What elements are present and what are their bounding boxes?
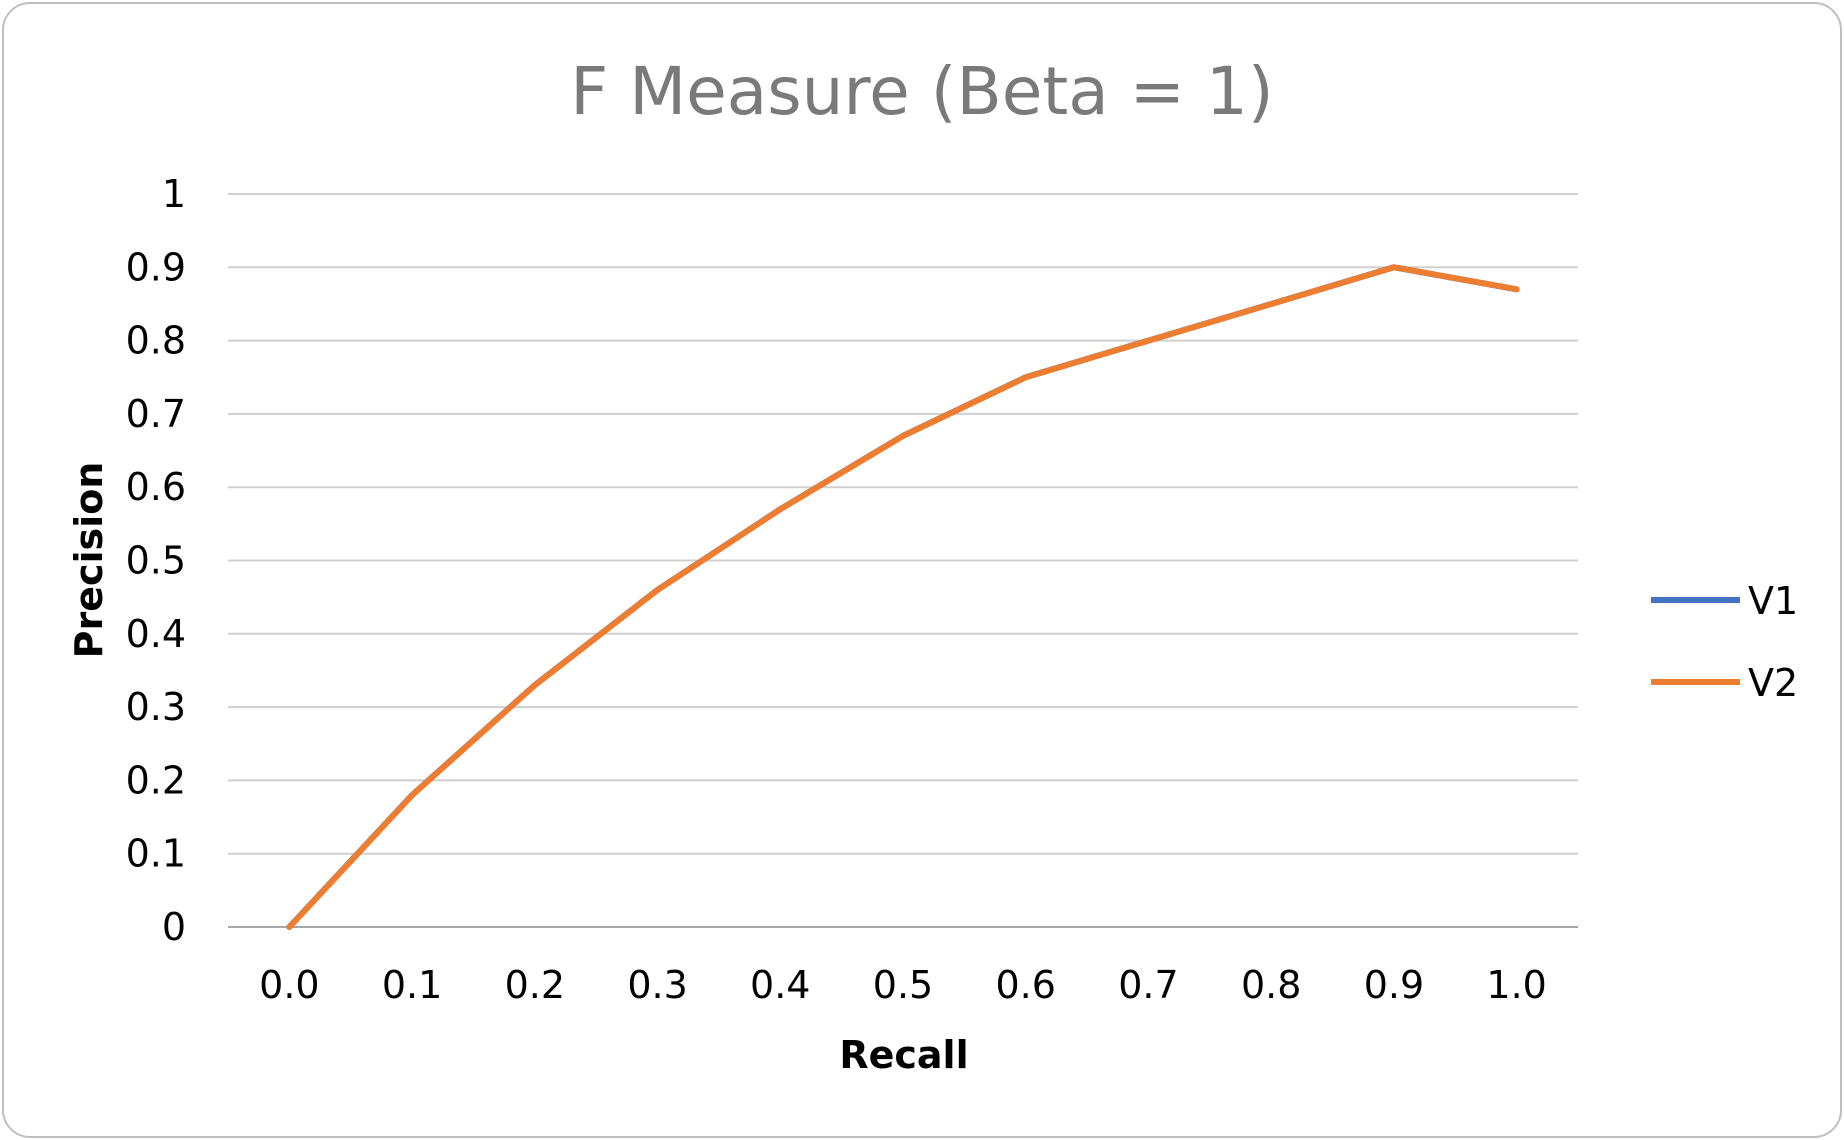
x-tick-label: 0.8 — [1241, 963, 1301, 1007]
y-tick-label: 0.2 — [126, 758, 186, 802]
x-tick-label: 0.7 — [1118, 963, 1178, 1007]
y-tick-label: 0.3 — [126, 685, 186, 729]
legend-label-v1: V1 — [1748, 579, 1798, 623]
x-tick-label: 0.6 — [996, 963, 1056, 1007]
y-tick-label: 0.7 — [126, 392, 186, 436]
y-tick-label: 0.5 — [126, 539, 186, 583]
x-tick-label: 0.1 — [382, 963, 442, 1007]
y-tick-label: 0 — [162, 905, 186, 949]
y-tick-label: 0.1 — [126, 832, 186, 876]
series-lines — [286, 264, 1520, 930]
x-tick-label: 0.9 — [1364, 963, 1424, 1007]
y-tick-label: 0.8 — [126, 319, 186, 363]
x-tick-label: 0.2 — [505, 963, 565, 1007]
gridlines — [228, 193, 1578, 928]
series-line-v1 — [286, 264, 1520, 930]
y-tick-label: 0.9 — [126, 245, 186, 289]
legend-label-v2: V2 — [1748, 661, 1798, 705]
chart-title: F Measure (Beta = 1) — [570, 53, 1273, 130]
x-axis-ticks: 0.0 0.1 0.2 0.3 0.4 0.5 0.6 0.7 0.8 0.9 1.0 — [259, 963, 1547, 1007]
x-tick-label: 0.4 — [750, 963, 810, 1007]
series-line-v2 — [286, 264, 1520, 930]
x-tick-label: 0.3 — [627, 963, 687, 1007]
y-axis-label: Precision — [67, 462, 111, 659]
y-tick-label: 1 — [162, 172, 186, 216]
x-axis-label: Recall — [839, 1033, 968, 1077]
legend: V1 V2 — [1651, 579, 1798, 705]
x-tick-label: 0.5 — [873, 963, 933, 1007]
x-tick-label: 0.0 — [259, 963, 319, 1007]
y-tick-label: 0.4 — [126, 612, 186, 656]
y-axis-ticks: 0 0.1 0.2 0.3 0.4 0.5 0.6 0.7 0.8 0.9 1 — [126, 172, 186, 949]
x-tick-label: 1.0 — [1486, 963, 1546, 1007]
y-tick-label: 0.6 — [126, 465, 186, 509]
